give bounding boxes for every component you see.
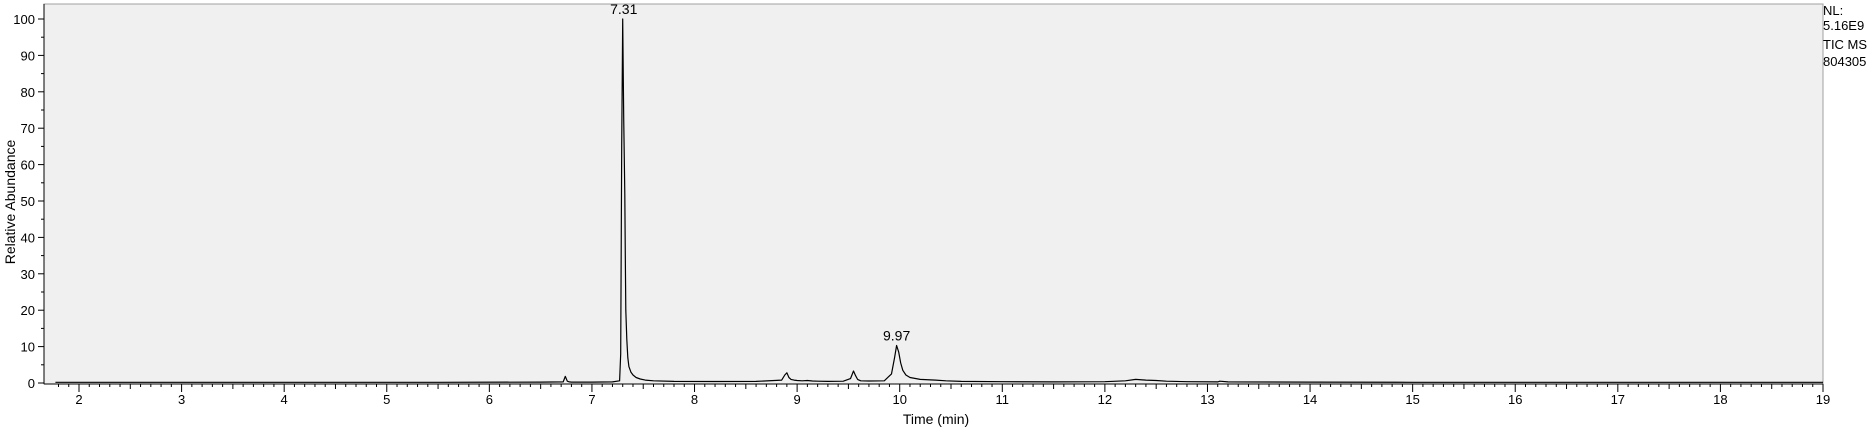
y-tick-label: 90: [21, 48, 35, 63]
x-tick-label: 6: [486, 392, 493, 407]
x-tick-label: 8: [691, 392, 698, 407]
x-tick-label: 7: [588, 392, 595, 407]
peak-labels: 7.31 9.97: [610, 1, 910, 344]
y-tick-label: 10: [21, 340, 35, 355]
x-tick-label: 2: [75, 392, 82, 407]
x-tick-label: 16: [1508, 392, 1522, 407]
y-tick-label: 0: [28, 376, 35, 391]
x-tick-label: 17: [1611, 392, 1625, 407]
x-axis: 2 3 4 5 6 7 8 9 10 11 12 13 14 15 16 17 18 19: [44, 383, 1830, 407]
y-tick-label: 100: [13, 12, 35, 27]
x-axis-title: Time (min): [903, 411, 969, 427]
nl-value: 5.16E9: [1823, 18, 1864, 33]
x-tick-label: 9: [794, 392, 801, 407]
x-tick-label: 11: [996, 392, 1010, 407]
x-tick-label: 10: [892, 392, 906, 407]
x-tick-label: 4: [281, 392, 288, 407]
tic-trace: [55, 18, 1823, 383]
y-tick-label: 30: [21, 267, 35, 282]
x-tick-label: 18: [1713, 392, 1727, 407]
x-tick-label: 3: [178, 392, 185, 407]
x-tick-label: 5: [383, 392, 390, 407]
y-tick-label: 40: [21, 230, 35, 245]
y-axis-title: Relative Abundance: [2, 140, 18, 265]
file-id: 804305: [1823, 54, 1866, 69]
peak-label: 7.31: [610, 1, 637, 17]
x-tick-label: 12: [1098, 392, 1112, 407]
y-tick-label: 80: [21, 85, 35, 100]
x-tick-label: 13: [1200, 392, 1214, 407]
x-tick-label: 14: [1303, 392, 1317, 407]
y-tick-label: 70: [21, 121, 35, 136]
y-tick-label: 50: [21, 194, 35, 209]
x-tick-label: 15: [1405, 392, 1419, 407]
x-tick-label: 19: [1816, 392, 1830, 407]
peak-label: 9.97: [883, 328, 910, 344]
plot-background: [43, 3, 1824, 385]
series-layer: [55, 18, 1823, 383]
y-tick-label: 20: [21, 303, 35, 318]
nl-label: NL:: [1823, 3, 1843, 18]
scan-filter: TIC MS: [1823, 37, 1867, 52]
y-axis: 0 10 20 30 40 50 60 70 80 90 100: [13, 4, 45, 391]
y-tick-label: 60: [21, 158, 35, 173]
